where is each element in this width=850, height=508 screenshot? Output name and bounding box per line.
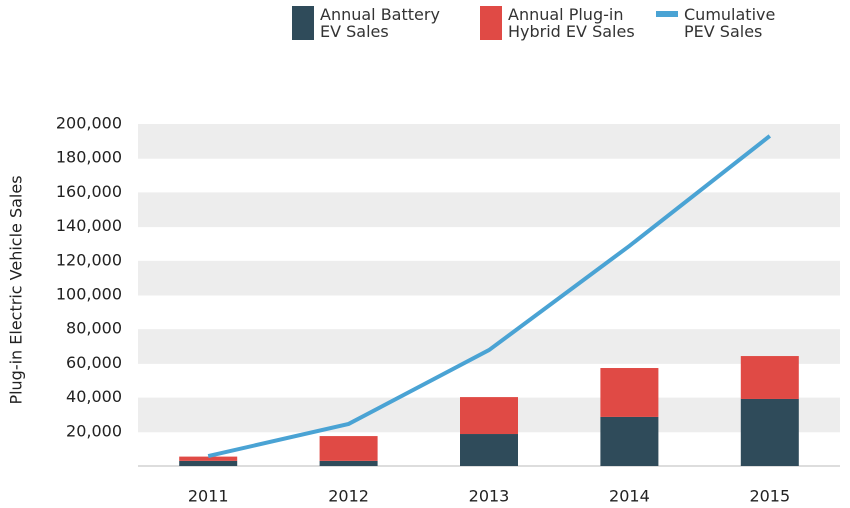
legend-label: Cumulative PEV Sales [684, 5, 776, 41]
grid-band [138, 192, 840, 227]
grid [138, 124, 840, 433]
bar [179, 456, 238, 461]
legend-label: Annual Plug-in Hybrid EV Sales [508, 5, 635, 41]
bar [460, 397, 518, 435]
legend-label: Annual Battery EV Sales [320, 5, 440, 41]
y-tick-label: 100,000 [56, 285, 122, 304]
bar [740, 356, 799, 399]
x-tick-label: 2011 [188, 487, 229, 506]
bar [319, 460, 378, 466]
x-tick-label: 2013 [469, 487, 510, 506]
y-tick-label: 120,000 [56, 250, 122, 269]
legend-item: Cumulative PEV Sales [656, 6, 776, 40]
grid-band [138, 124, 840, 159]
bar [740, 398, 799, 466]
line [207, 134, 772, 459]
grid-band [138, 260, 840, 295]
y-tick-label: 140,000 [56, 216, 122, 235]
y-tick-label: 20,000 [66, 421, 122, 440]
bar [179, 460, 238, 466]
bar [600, 368, 659, 417]
y-axis-label: Plug-in Electric Vehicle Sales [7, 175, 26, 404]
x-tick-label: 2014 [609, 487, 650, 506]
legend-swatch [656, 11, 678, 17]
legend-item: Annual Battery EV Sales [292, 6, 442, 40]
legend-swatch [292, 6, 314, 40]
y-tick-label: 60,000 [66, 353, 122, 372]
grid-band [138, 329, 840, 364]
x-tick-label: 2015 [749, 487, 790, 506]
y-tick-label: 200,000 [56, 114, 122, 133]
legend-swatch [480, 6, 502, 40]
legend-item: Annual Plug-in Hybrid EV Sales [480, 6, 640, 40]
x-tick-label: 2012 [328, 487, 369, 506]
bar [319, 436, 378, 461]
y-tick-label: 80,000 [66, 319, 122, 338]
bar [600, 416, 659, 466]
y-tick-label: 180,000 [56, 148, 122, 167]
y-tick-label: 160,000 [56, 182, 122, 201]
bar [460, 434, 518, 466]
y-tick-label: 40,000 [66, 387, 122, 406]
